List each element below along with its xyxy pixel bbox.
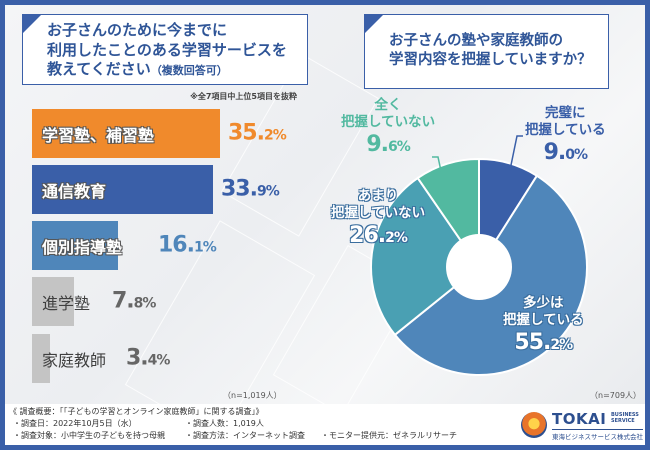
logo-wordmark: TOKAI bbox=[552, 410, 607, 428]
logo-company-name: 東海ビジネスサービス株式会社 bbox=[552, 429, 643, 441]
slice-label-line: 把握していない bbox=[331, 204, 426, 221]
right-sample-size: （n=709人） bbox=[590, 391, 642, 400]
value-decimal: 2% bbox=[550, 336, 573, 353]
donut-slice-label: あまり 把握していない 26.2% bbox=[331, 188, 425, 249]
donut-hole bbox=[446, 234, 512, 300]
slice-label-line: 把握していない bbox=[341, 113, 436, 130]
value-integer: 7. bbox=[112, 288, 135, 314]
leader-line bbox=[509, 135, 523, 171]
content-panel: お子さんのために今までに 利用したことのある学習サービスを 教えてください（複数… bbox=[5, 5, 645, 404]
logo-emblem-icon bbox=[521, 412, 547, 438]
value-integer: 55. bbox=[514, 329, 551, 355]
slice-label-line: 把握している bbox=[525, 121, 606, 138]
left-sample-size: （n=1,019人） bbox=[223, 391, 282, 400]
slice-value-label: 9.6% bbox=[341, 131, 435, 159]
survey-method: ・調査方法：インターネット調査 bbox=[185, 431, 305, 440]
infographic-frame: お子さんのために今までに 利用したことのある学習サービスを 教えてください（複数… bbox=[5, 5, 645, 445]
survey-heading: 《 調査概要：「「子どもの学習とオンライン家庭教師」に関する調査」》 bbox=[9, 407, 264, 416]
value-integer: 35. bbox=[228, 120, 265, 146]
bar-category-label: 進学塾 bbox=[42, 293, 91, 313]
donut-slice-label: 完璧に 把握している 9.0% bbox=[525, 105, 606, 166]
value-integer: 16. bbox=[158, 232, 195, 258]
value-integer: 3. bbox=[126, 345, 149, 371]
title-line: お子さんの塾や家庭教師の bbox=[389, 33, 563, 49]
right-question-box: お子さんの塾や家庭教師の 学習内容を把握していますか？ bbox=[364, 14, 609, 89]
bar-value-label: 33.9% bbox=[221, 176, 280, 202]
survey-count: ・調査人数：1,019人 bbox=[185, 419, 264, 428]
bar-value-label: 3.4% bbox=[126, 345, 171, 371]
left-question-box: お子さんのために今までに 利用したことのある学習サービスを 教えてください（複数… bbox=[22, 14, 308, 85]
bar-category-label: 通信教育 bbox=[42, 181, 107, 201]
donut-slice-label: 多少は 把握している 55.2% bbox=[503, 295, 584, 356]
value-decimal: 2% bbox=[263, 127, 287, 144]
donut-chart bbox=[370, 135, 588, 376]
corner-accent bbox=[23, 15, 41, 33]
donut-slice bbox=[370, 176, 481, 337]
bar-category-label: 家庭教師 bbox=[42, 350, 107, 370]
donut-slice-label: 全く 把握していない 9.6% bbox=[341, 97, 435, 158]
bar-category-label: 学習塾、補習塾 bbox=[42, 125, 155, 145]
survey-provider: ・モニター提供元：ゼネラルリサーチ bbox=[321, 431, 457, 440]
value-decimal: 0% bbox=[565, 146, 588, 163]
slice-label-line: 完璧に bbox=[545, 105, 586, 121]
bar: 学習塾、補習塾 bbox=[32, 109, 220, 158]
bar: 通信教育 bbox=[32, 165, 213, 214]
survey-footer: 《 調査概要：「「子どもの学習とオンライン家庭教師」に関する調査」》 ・調査日：… bbox=[5, 404, 645, 445]
value-decimal: 1% bbox=[193, 239, 217, 256]
title-suffix: （複数回答可） bbox=[150, 64, 228, 77]
bar-value-label: 16.1% bbox=[158, 232, 217, 258]
bar: 進学塾 bbox=[32, 277, 90, 326]
slice-value-label: 9.0% bbox=[525, 139, 606, 167]
slice-label-line: 把握している bbox=[503, 311, 584, 328]
survey-date: ・調査日：2022年10月5日（水） bbox=[13, 419, 137, 428]
corner-accent bbox=[365, 15, 383, 33]
left-question-title: お子さんのために今までに 利用したことのある学習サービスを 教えてください（複数… bbox=[47, 21, 287, 80]
value-integer: 26. bbox=[349, 222, 386, 248]
value-decimal: 6% bbox=[388, 138, 411, 155]
slice-value-label: 55.2% bbox=[503, 329, 584, 357]
value-integer: 9. bbox=[543, 139, 567, 165]
title-line: 利用したことのある学習サービスを bbox=[47, 40, 287, 59]
bar-category-label: 個別指導塾 bbox=[42, 237, 123, 257]
bar: 家庭教師 bbox=[32, 334, 106, 383]
value-integer: 9. bbox=[366, 131, 389, 157]
slice-value-label: 26.2% bbox=[331, 222, 425, 250]
slice-label-line: 多少は bbox=[523, 295, 564, 311]
company-logo: TOKAI BUSINESS SERVICE 東海ビジネスサービス株式会社 bbox=[521, 410, 643, 441]
logo-sub-line: SERVICE bbox=[611, 417, 635, 424]
value-integer: 33. bbox=[221, 176, 258, 202]
survey-target: ・調査対象：小中学生の子どもを持つ母親 bbox=[13, 431, 165, 440]
logo-subtitle: BUSINESS SERVICE bbox=[611, 412, 639, 424]
right-question-title: お子さんの塾や家庭教師の 学習内容を把握していますか？ bbox=[389, 32, 592, 70]
leader-line bbox=[432, 156, 442, 172]
value-decimal: 8% bbox=[133, 295, 157, 312]
bar-value-label: 7.8% bbox=[112, 288, 157, 314]
value-decimal: 2% bbox=[385, 229, 408, 246]
logo-sub-line: BUSINESS bbox=[611, 412, 639, 418]
title-line: 教えてください bbox=[47, 60, 151, 78]
value-decimal: 9% bbox=[256, 183, 280, 200]
bar: 個別指導塾 bbox=[32, 221, 122, 270]
title-line: お子さんのために今までに bbox=[47, 21, 228, 39]
bar-value-label: 35.2% bbox=[228, 120, 287, 146]
slice-label-line: あまり bbox=[357, 188, 399, 204]
extract-note: ※全7項目中上位5項目を抜粋 bbox=[190, 92, 297, 101]
value-decimal: 4% bbox=[147, 352, 171, 369]
title-line: 学習内容を把握していますか？ bbox=[389, 51, 592, 68]
slice-label-line: 全く bbox=[374, 97, 402, 113]
